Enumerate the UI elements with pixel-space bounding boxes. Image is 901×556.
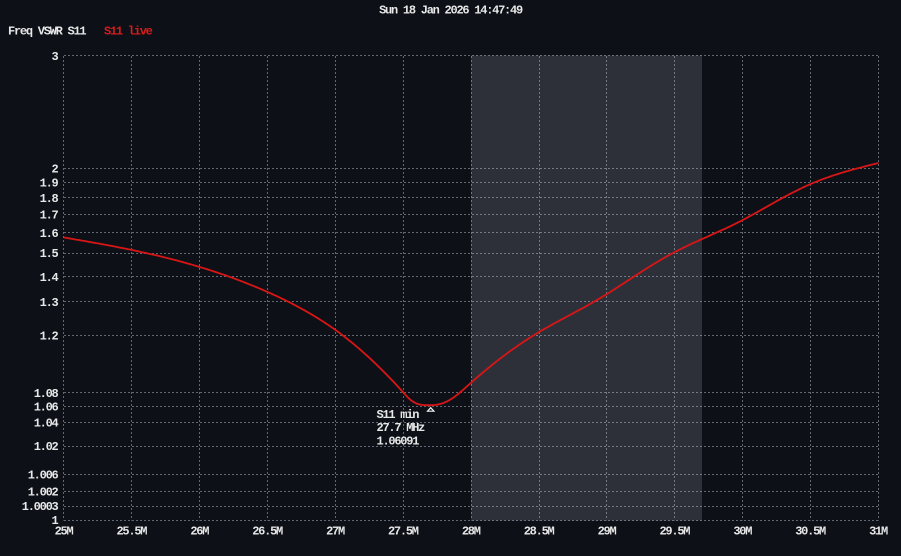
svg-text:1.08: 1.08 [34,387,59,401]
svg-text:1.002: 1.002 [28,486,59,500]
svg-text:26M: 26M [190,525,209,539]
svg-text:S11 live: S11 live [104,25,153,39]
svg-text:30.5M: 30.5M [795,525,826,539]
svg-text:27.7 MHz: 27.7 MHz [377,421,426,435]
svg-text:1.2: 1.2 [40,329,59,343]
svg-text:1.6: 1.6 [40,227,59,241]
svg-text:1.06: 1.06 [34,401,59,415]
svg-text:3: 3 [52,50,59,64]
svg-text:Sun 18 Jan 2026 14:47:49: Sun 18 Jan 2026 14:47:49 [379,4,523,18]
svg-text:1.04: 1.04 [34,416,59,430]
svg-text:1.06091: 1.06091 [377,434,420,448]
svg-text:30M: 30M [733,525,752,539]
svg-text:28M: 28M [462,525,481,539]
svg-text:25M: 25M [55,525,74,539]
svg-text:1.006: 1.006 [28,468,59,482]
svg-text:1.3: 1.3 [40,296,59,310]
svg-text:27.5M: 27.5M [388,525,419,539]
svg-text:1.02: 1.02 [34,440,59,454]
svg-text:1.9: 1.9 [40,177,59,191]
svg-text:29.5M: 29.5M [659,525,690,539]
svg-text:1.0003: 1.0003 [22,500,59,514]
svg-text:26.5M: 26.5M [252,525,283,539]
svg-text:1.7: 1.7 [40,208,59,222]
svg-text:29M: 29M [598,525,617,539]
svg-text:1.5: 1.5 [40,247,59,261]
svg-text:1.8: 1.8 [40,192,59,206]
svg-text:1: 1 [52,514,59,528]
svg-text:1.4: 1.4 [40,271,59,285]
svg-text:2: 2 [52,163,59,177]
svg-text:31M: 31M [869,525,888,539]
svg-text:28.5M: 28.5M [524,525,555,539]
svg-text:Freq VSWR S11: Freq VSWR S11 [8,25,86,39]
svg-text:27M: 27M [326,525,345,539]
svg-text:25.5M: 25.5M [116,525,147,539]
svg-text:S11 min: S11 min [377,408,420,422]
